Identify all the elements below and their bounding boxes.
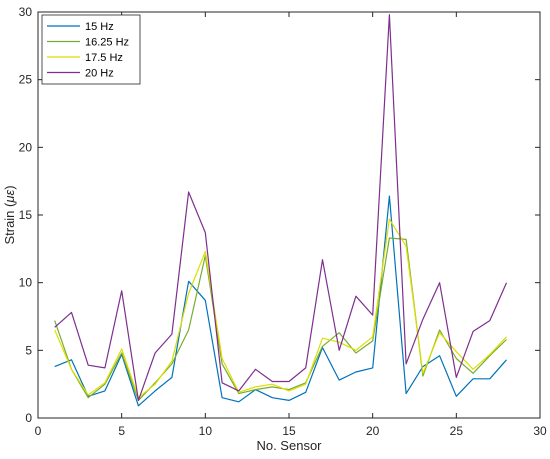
x-tick-label: 15	[282, 424, 296, 438]
legend: 15 Hz 16.25 Hz 17.5 Hz 20 Hz	[41, 14, 141, 85]
legend-label: 20 Hz	[85, 68, 114, 80]
legend-label: 16.25 Hz	[85, 37, 129, 49]
y-tick-label: 15	[19, 208, 33, 222]
x-tick-label: 0	[35, 424, 42, 438]
y-tick-label: 10	[19, 276, 33, 290]
y-axis-title-unit: με	[2, 190, 17, 204]
y-tick-label: 5	[25, 343, 32, 357]
y-axis: 0 5 10 15 20 25 30	[19, 5, 540, 425]
legend-label: 17.5 Hz	[85, 52, 123, 64]
y-tick-label: 25	[19, 73, 33, 87]
y-axis-title-prefix: Strain (	[2, 202, 17, 245]
x-tick-label: 20	[366, 424, 380, 438]
y-axis-title: Strain (με)	[2, 185, 17, 244]
x-tick-label: 5	[118, 424, 125, 438]
y-tick-label: 30	[19, 5, 33, 19]
y-axis-title-suffix: )	[2, 185, 17, 189]
x-axis-title: No. Sensor	[256, 438, 322, 453]
x-axis: 0 5 10 15 20 25 30	[35, 12, 547, 438]
x-tick-label: 25	[450, 424, 464, 438]
series-lines	[54, 14, 508, 407]
series-line-3	[54, 218, 507, 399]
x-tick-label: 30	[533, 424, 547, 438]
y-tick-label: 20	[19, 140, 33, 154]
y-tick-label: 0	[25, 411, 32, 425]
legend-label: 15 Hz	[85, 21, 114, 33]
x-tick-label: 10	[199, 424, 213, 438]
series-line-4	[54, 14, 508, 401]
series-line-1	[54, 195, 507, 407]
